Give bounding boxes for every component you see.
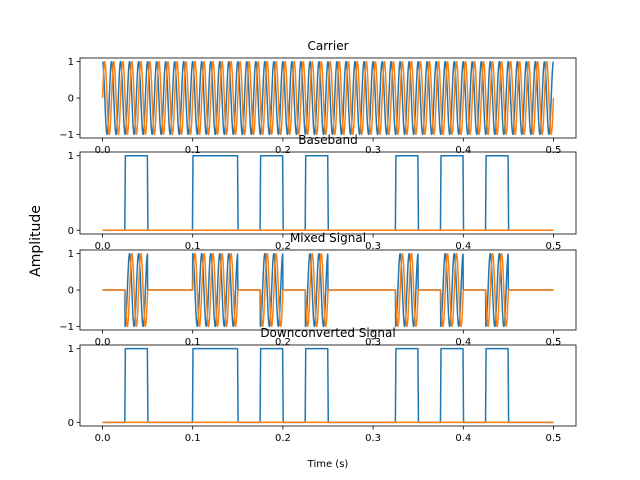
x-tick-label: 0.3	[365, 145, 381, 156]
subplot-title: Downconverted Signal	[260, 326, 395, 340]
y-tick-label: −1	[59, 322, 74, 333]
x-tick-label: 0.4	[455, 145, 471, 156]
x-tick-label: 0.5	[546, 241, 562, 252]
x-tick-label: 0.0	[95, 145, 111, 156]
figure-ylabel: Amplitude	[28, 205, 44, 277]
x-tick-label: 0.0	[95, 241, 111, 252]
x-tick-label: 0.1	[185, 433, 201, 444]
x-tick-label: 0.1	[185, 241, 201, 252]
x-tick-label: 0.3	[365, 241, 381, 252]
series-line-sin	[101, 60, 555, 136]
series-line-real	[102, 154, 554, 232]
subplot-title: Carrier	[307, 39, 348, 53]
y-tick-label: 1	[68, 249, 74, 260]
y-tick-label: 0	[68, 226, 74, 237]
x-tick-label: 0.2	[275, 433, 291, 444]
x-tick-label: 0.3	[365, 337, 381, 348]
x-tick-label: 0.0	[95, 433, 111, 444]
subplot-4: 0.0 0.1 0.2 0.3 0.4 0.5 0 1 Downconverted Signal	[68, 326, 577, 444]
y-tick-label: −1	[59, 130, 74, 141]
subplot-1: 0.0 0.1 0.2 0.3 0.4 0.5 −1 0 1 Carrier	[59, 39, 577, 156]
x-tick-label: 0.1	[185, 145, 201, 156]
y-tick-label: 1	[68, 151, 74, 162]
subplot-3: 0.0 0.1 0.2 0.3 0.4 0.5 −1 0 1 Mixed Signal	[59, 231, 577, 348]
y-tick-label: 0	[68, 94, 74, 105]
series-line-sin	[102, 252, 554, 328]
axes-frame	[79, 151, 577, 235]
y-tick-label: 0	[68, 286, 74, 297]
y-tick-label: 1	[68, 57, 74, 68]
x-tick-label: 0.0	[95, 337, 111, 348]
x-tick-label: 0.4	[455, 433, 471, 444]
subplot-title: Baseband	[298, 133, 357, 147]
y-tick-label: 1	[68, 344, 74, 355]
x-tick-label: 0.2	[275, 337, 291, 348]
x-tick-label: 0.4	[455, 241, 471, 252]
x-tick-label: 0.2	[275, 241, 291, 252]
x-tick-label: 0.4	[455, 337, 471, 348]
x-tick-label: 0.2	[275, 145, 291, 156]
x-tick-label: 0.5	[546, 433, 562, 444]
y-tick-label: 0	[68, 418, 74, 429]
x-tick-label: 0.1	[185, 337, 201, 348]
subplot-2: 0.0 0.1 0.2 0.3 0.4 0.5 0 1 Baseband	[68, 133, 577, 252]
subplot-title: Mixed Signal	[290, 231, 366, 245]
x-tick-label: 0.5	[546, 337, 562, 348]
axes-frame	[79, 344, 577, 427]
x-tick-label: 0.3	[365, 433, 381, 444]
series-line-real	[102, 347, 554, 424]
figure-xlabel: Time (s)	[307, 459, 349, 470]
x-tick-label: 0.5	[546, 145, 562, 156]
